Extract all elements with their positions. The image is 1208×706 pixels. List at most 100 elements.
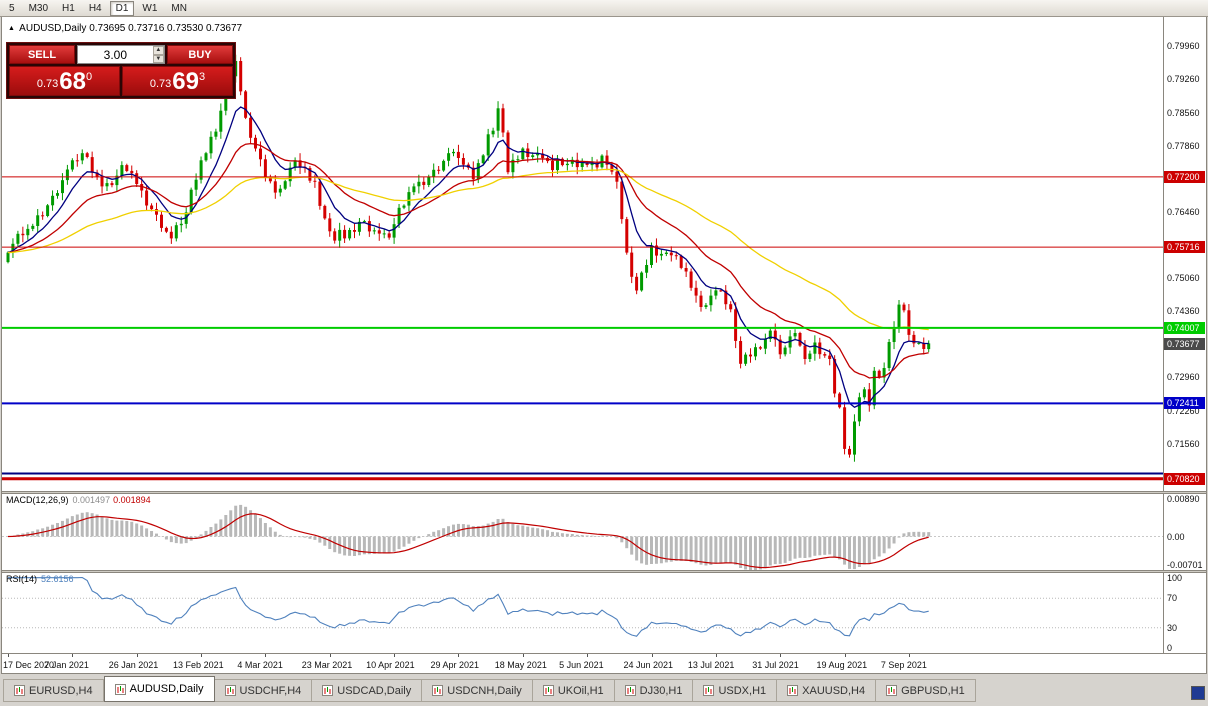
date-tick-mark [458, 654, 460, 657]
price-tick: 0.72960 [1167, 372, 1200, 383]
mini-chart-icon [886, 685, 898, 696]
date-tick-mark [8, 654, 9, 657]
price-line-label: 0.77200 [1164, 170, 1205, 183]
chart-tab-eurusd-h4[interactable]: EURUSD,H4 [3, 679, 104, 702]
tab-label: AUDUSD,Daily [129, 683, 204, 695]
mini-chart-icon [787, 685, 799, 696]
collapse-trade-panel-icon[interactable]: ▲ [8, 25, 15, 32]
candles [6, 54, 931, 462]
rsi-tick: 30 [1167, 622, 1178, 633]
lot-input[interactable] [78, 46, 153, 63]
rsi-axis[interactable]: 100 70 30 0 [1164, 573, 1206, 653]
rsi-tick: 0 [1167, 643, 1173, 653]
date-tick-label: 31 Jul 2021 [752, 660, 799, 670]
date-tick-mark [201, 654, 203, 657]
macd-splitter[interactable] [2, 491, 1206, 494]
timeframe-button-h4[interactable]: H4 [88, 2, 102, 14]
ask-big-digits: 69 [172, 68, 199, 95]
macd-plot-area[interactable]: MACD(12,26,9) 0.001497 0.001894 [2, 494, 1164, 570]
mini-chart-icon [624, 685, 636, 696]
timeframe-button-d1[interactable]: D1 [109, 0, 135, 16]
price-tick: 0.74360 [1167, 306, 1200, 317]
moving-average-8 [7, 106, 929, 408]
sell-button[interactable]: SELL [9, 45, 75, 64]
rsi-splitter[interactable] [2, 570, 1206, 573]
chart-tab-xauusd-h4[interactable]: XAUUSD,H4 [777, 679, 877, 702]
price-tick: 0.75060 [1167, 273, 1200, 284]
mini-chart-icon [703, 685, 715, 696]
price-line-label: 0.73677 [1164, 337, 1205, 350]
timeframe-button-h1[interactable]: H1 [62, 2, 75, 14]
date-tick-label: 19 Aug 2021 [816, 660, 868, 670]
timeframe-button-5[interactable]: 5 [9, 2, 15, 14]
price-axis[interactable]: 0.799600.792600.785600.778600.771600.764… [1164, 17, 1206, 491]
date-tick-mark [587, 654, 589, 657]
mini-chart-icon [322, 685, 334, 696]
lot-spinner-down[interactable]: ▼ [152, 54, 164, 63]
buy-button[interactable]: BUY [167, 45, 233, 64]
buy-price-display[interactable]: 0.73 69 3 [122, 66, 233, 96]
date-tick-mark [72, 654, 74, 657]
tab-label: XAUUSD,H4 [802, 684, 866, 697]
date-tick-mark [329, 654, 331, 657]
chart-tab-usdx-h1[interactable]: USDX,H1 [693, 679, 778, 702]
timeframe-toolbar: 5 M30 H1 H4 D1 W1 MN [0, 0, 1208, 17]
date-tick-label: 23 Mar 2021 [301, 660, 353, 670]
date-tick-label: 17 Dec 2020 [3, 660, 55, 670]
bid-big-digits: 68 [59, 68, 86, 95]
date-tick-mark [780, 654, 782, 657]
date-tick-mark [522, 654, 524, 657]
macd-tick: 0.00 [1167, 531, 1185, 542]
timeframe-button-mn[interactable]: MN [171, 2, 187, 14]
rsi-line [8, 576, 929, 637]
chart-tab-usdcnh-daily[interactable]: USDCNH,Daily [422, 679, 533, 702]
timeframe-button-w1[interactable]: W1 [142, 2, 158, 14]
macd-signal-value: 0.001894 [113, 495, 151, 505]
chart-tab-gbpusd-h1[interactable]: GBPUSD,H1 [876, 679, 976, 702]
macd-label: MACD(12,26,9) 0.001497 0.001894 [6, 495, 151, 505]
price-line-label: 0.72411 [1164, 397, 1205, 410]
chart-tab-dj30-h1[interactable]: DJ30,H1 [614, 679, 694, 702]
tab-corner-button[interactable] [1191, 686, 1205, 700]
macd-panel: MACD(12,26,9) 0.001497 0.001894 0.00890 0.0… [2, 494, 1206, 570]
price-panel: ▲ AUDUSD,Daily 0.73695 0.73716 0.73530 0… [2, 17, 1206, 491]
price-chart-canvas[interactable] [2, 17, 1164, 491]
chart-tab-usdcad-daily[interactable]: USDCAD,Daily [312, 679, 423, 702]
price-plot-area[interactable]: ▲ AUDUSD,Daily 0.73695 0.73716 0.73530 0… [2, 17, 1164, 491]
date-tick-label: 4 Mar 2021 [237, 660, 283, 670]
tab-label: EURUSD,H4 [29, 684, 93, 697]
chart-tab-usdchf-h4[interactable]: USDCHF,H4 [214, 679, 313, 702]
tab-label: DJ30,H1 [639, 684, 683, 697]
macd-axis[interactable]: 0.00890 0.00 -0.00701 [1164, 494, 1206, 570]
macd-tick: -0.00701 [1167, 560, 1203, 570]
mini-chart-icon [114, 683, 126, 695]
rsi-canvas [2, 576, 1163, 637]
rsi-plot-area[interactable]: RSI(14) 52.6156 [2, 573, 1164, 653]
date-tick-mark [715, 654, 717, 657]
lot-size-field: ▲ ▼ [77, 45, 165, 64]
bid-pip-digit: 0 [86, 71, 93, 83]
lot-spinner-up[interactable]: ▲ [152, 46, 164, 55]
price-tick: 0.76460 [1167, 206, 1200, 217]
date-axis[interactable]: 17 Dec 2020 7 Jan 2021 26 Jan 2021 13 Feb 2… [2, 653, 1206, 673]
price-tick: 0.71560 [1167, 438, 1200, 449]
tab-label: USDCHF,H4 [239, 684, 302, 697]
chart-tab-ukoil-h1[interactable]: UKOil,H1 [532, 679, 615, 702]
ask-prefix: 0.73 [149, 78, 172, 90]
date-tick-label: 7 Jan 2021 [44, 660, 89, 670]
tab-label: USDCNH,Daily [447, 684, 522, 697]
date-tick-label: 26 Jan 2021 [108, 660, 159, 670]
chart-tab-audusd-daily[interactable]: AUDUSD,Daily [103, 676, 215, 702]
price-tick: 0.78560 [1167, 107, 1200, 118]
date-tick-label: 7 Sep 2021 [880, 660, 927, 670]
timeframe-button-m30[interactable]: M30 [28, 2, 49, 14]
rsi-name: RSI(14) [6, 574, 38, 584]
symbol-period-label: AUDUSD,Daily [19, 23, 87, 34]
sell-price-display[interactable]: 0.73 68 0 [9, 66, 120, 96]
price-tick: 0.77860 [1167, 140, 1200, 151]
macd-histogram [11, 504, 931, 570]
price-tick: 0.79960 [1167, 41, 1200, 52]
mini-chart-icon [432, 685, 444, 696]
date-tick-label: 10 Apr 2021 [366, 660, 415, 670]
